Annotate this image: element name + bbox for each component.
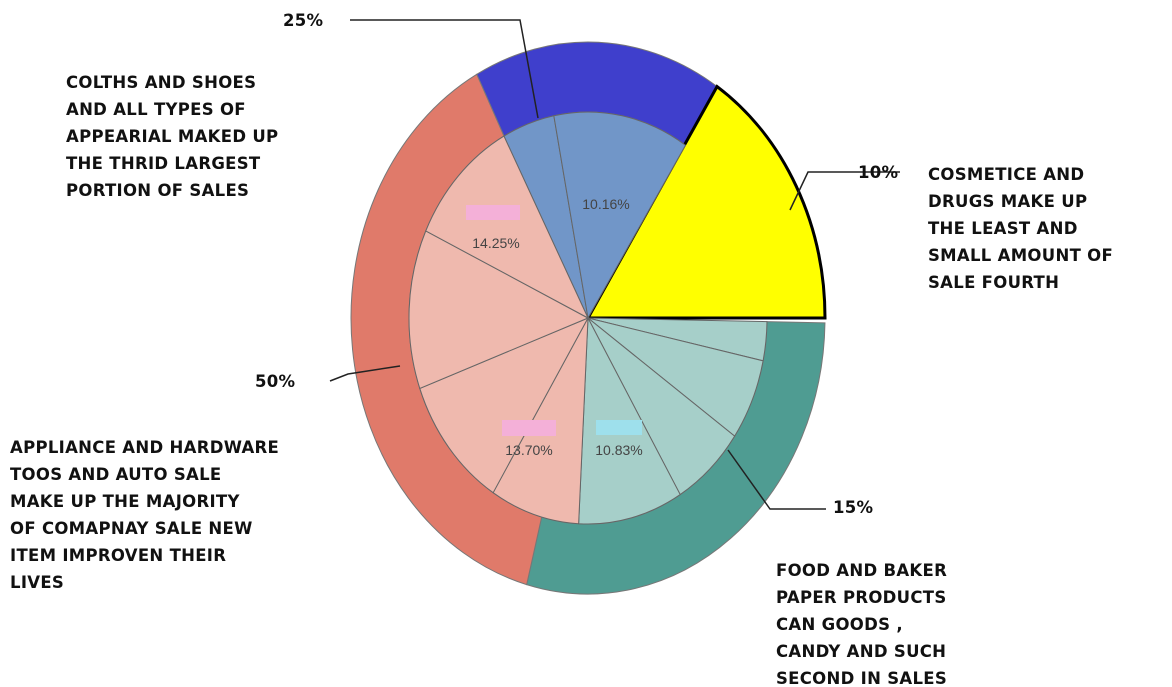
annotation-line: THE THRID LARGEST — [66, 154, 261, 173]
label-tag — [466, 205, 520, 220]
label-tag — [502, 420, 556, 436]
annotation-line: DRUGS MAKE UP — [928, 192, 1087, 211]
annotation-line: PAPER PRODUCTS — [776, 588, 947, 607]
annotation-cosmetics: COSMETICE AND DRUGS MAKE UP THE LEAST AND S… — [928, 165, 1113, 292]
annotation-line: SALE FOURTH — [928, 273, 1059, 292]
annotation-appliance: APPLIANCE AND HARDWARE TOOS AND AUTO SALE… — [10, 438, 279, 592]
pie-wedge — [425, 135, 590, 320]
percent-label-cosmetics: 10% — [858, 163, 899, 182]
annotation-line: OF COMAPNAY SALE NEW — [10, 519, 253, 538]
text-labels: 10.16% 14.25% 13.70% 10.83% 25% COLTHS AND SH… — [10, 11, 1113, 687]
leader-line — [789, 171, 900, 211]
pie-wedge — [408, 230, 590, 390]
annotation-line: CANDY AND SUCH — [776, 642, 946, 661]
outer-ring — [350, 41, 827, 595]
leader-line — [350, 19, 539, 119]
annotation-line: MAKE UP THE MAJORITY — [10, 492, 240, 511]
annotation-line: SECOND IN SALES — [776, 669, 947, 687]
annotation-line: AND ALL TYPES OF — [66, 100, 246, 119]
inner-percent-label: 13.70% — [505, 442, 552, 458]
annotation-line: TOOS AND AUTO SALE — [10, 465, 221, 484]
annotation-line: APPEARIAL MAKED UP — [66, 127, 278, 146]
annotation-line: LIVES — [10, 573, 64, 592]
label-tag — [596, 420, 642, 435]
annotation-line: PORTION OF SALES — [66, 181, 249, 200]
annotation-line: SMALL AMOUNT OF — [928, 246, 1113, 265]
leader-line — [329, 365, 401, 382]
pie-wedge — [419, 316, 590, 494]
percent-label-clothing: 25% — [283, 11, 324, 30]
leader-line — [727, 449, 826, 510]
inner-percent-label: 10.16% — [582, 196, 629, 212]
inner-percent-label: 14.25% — [472, 235, 519, 251]
annotation-line: ITEM IMPROVEN THEIR — [10, 546, 226, 565]
annotation-food: FOOD AND BAKER PAPER PRODUCTS CAN GOODS , C… — [776, 561, 947, 687]
inner-percent-label: 10.83% — [595, 442, 642, 458]
annotation-line: CAN GOODS , — [776, 615, 903, 634]
annotation-line: APPLIANCE AND HARDWARE — [10, 438, 279, 457]
leader-lines — [329, 19, 900, 510]
inner-pie — [408, 111, 768, 525]
annotation-line: THE LEAST AND — [928, 219, 1078, 238]
annotation-line: COSMETICE AND — [928, 165, 1084, 184]
annotation-clothing: COLTHS AND SHOES AND ALL TYPES OF APPEARIA… — [66, 73, 278, 200]
annotation-line: COLTHS AND SHOES — [66, 73, 256, 92]
pie-wedge — [553, 111, 687, 320]
ring-segment-cosmetics — [585, 84, 827, 320]
annotation-line: FOOD AND BAKER — [776, 561, 947, 580]
percent-label-appliance: 50% — [255, 372, 296, 391]
percent-label-food: 15% — [833, 498, 874, 517]
